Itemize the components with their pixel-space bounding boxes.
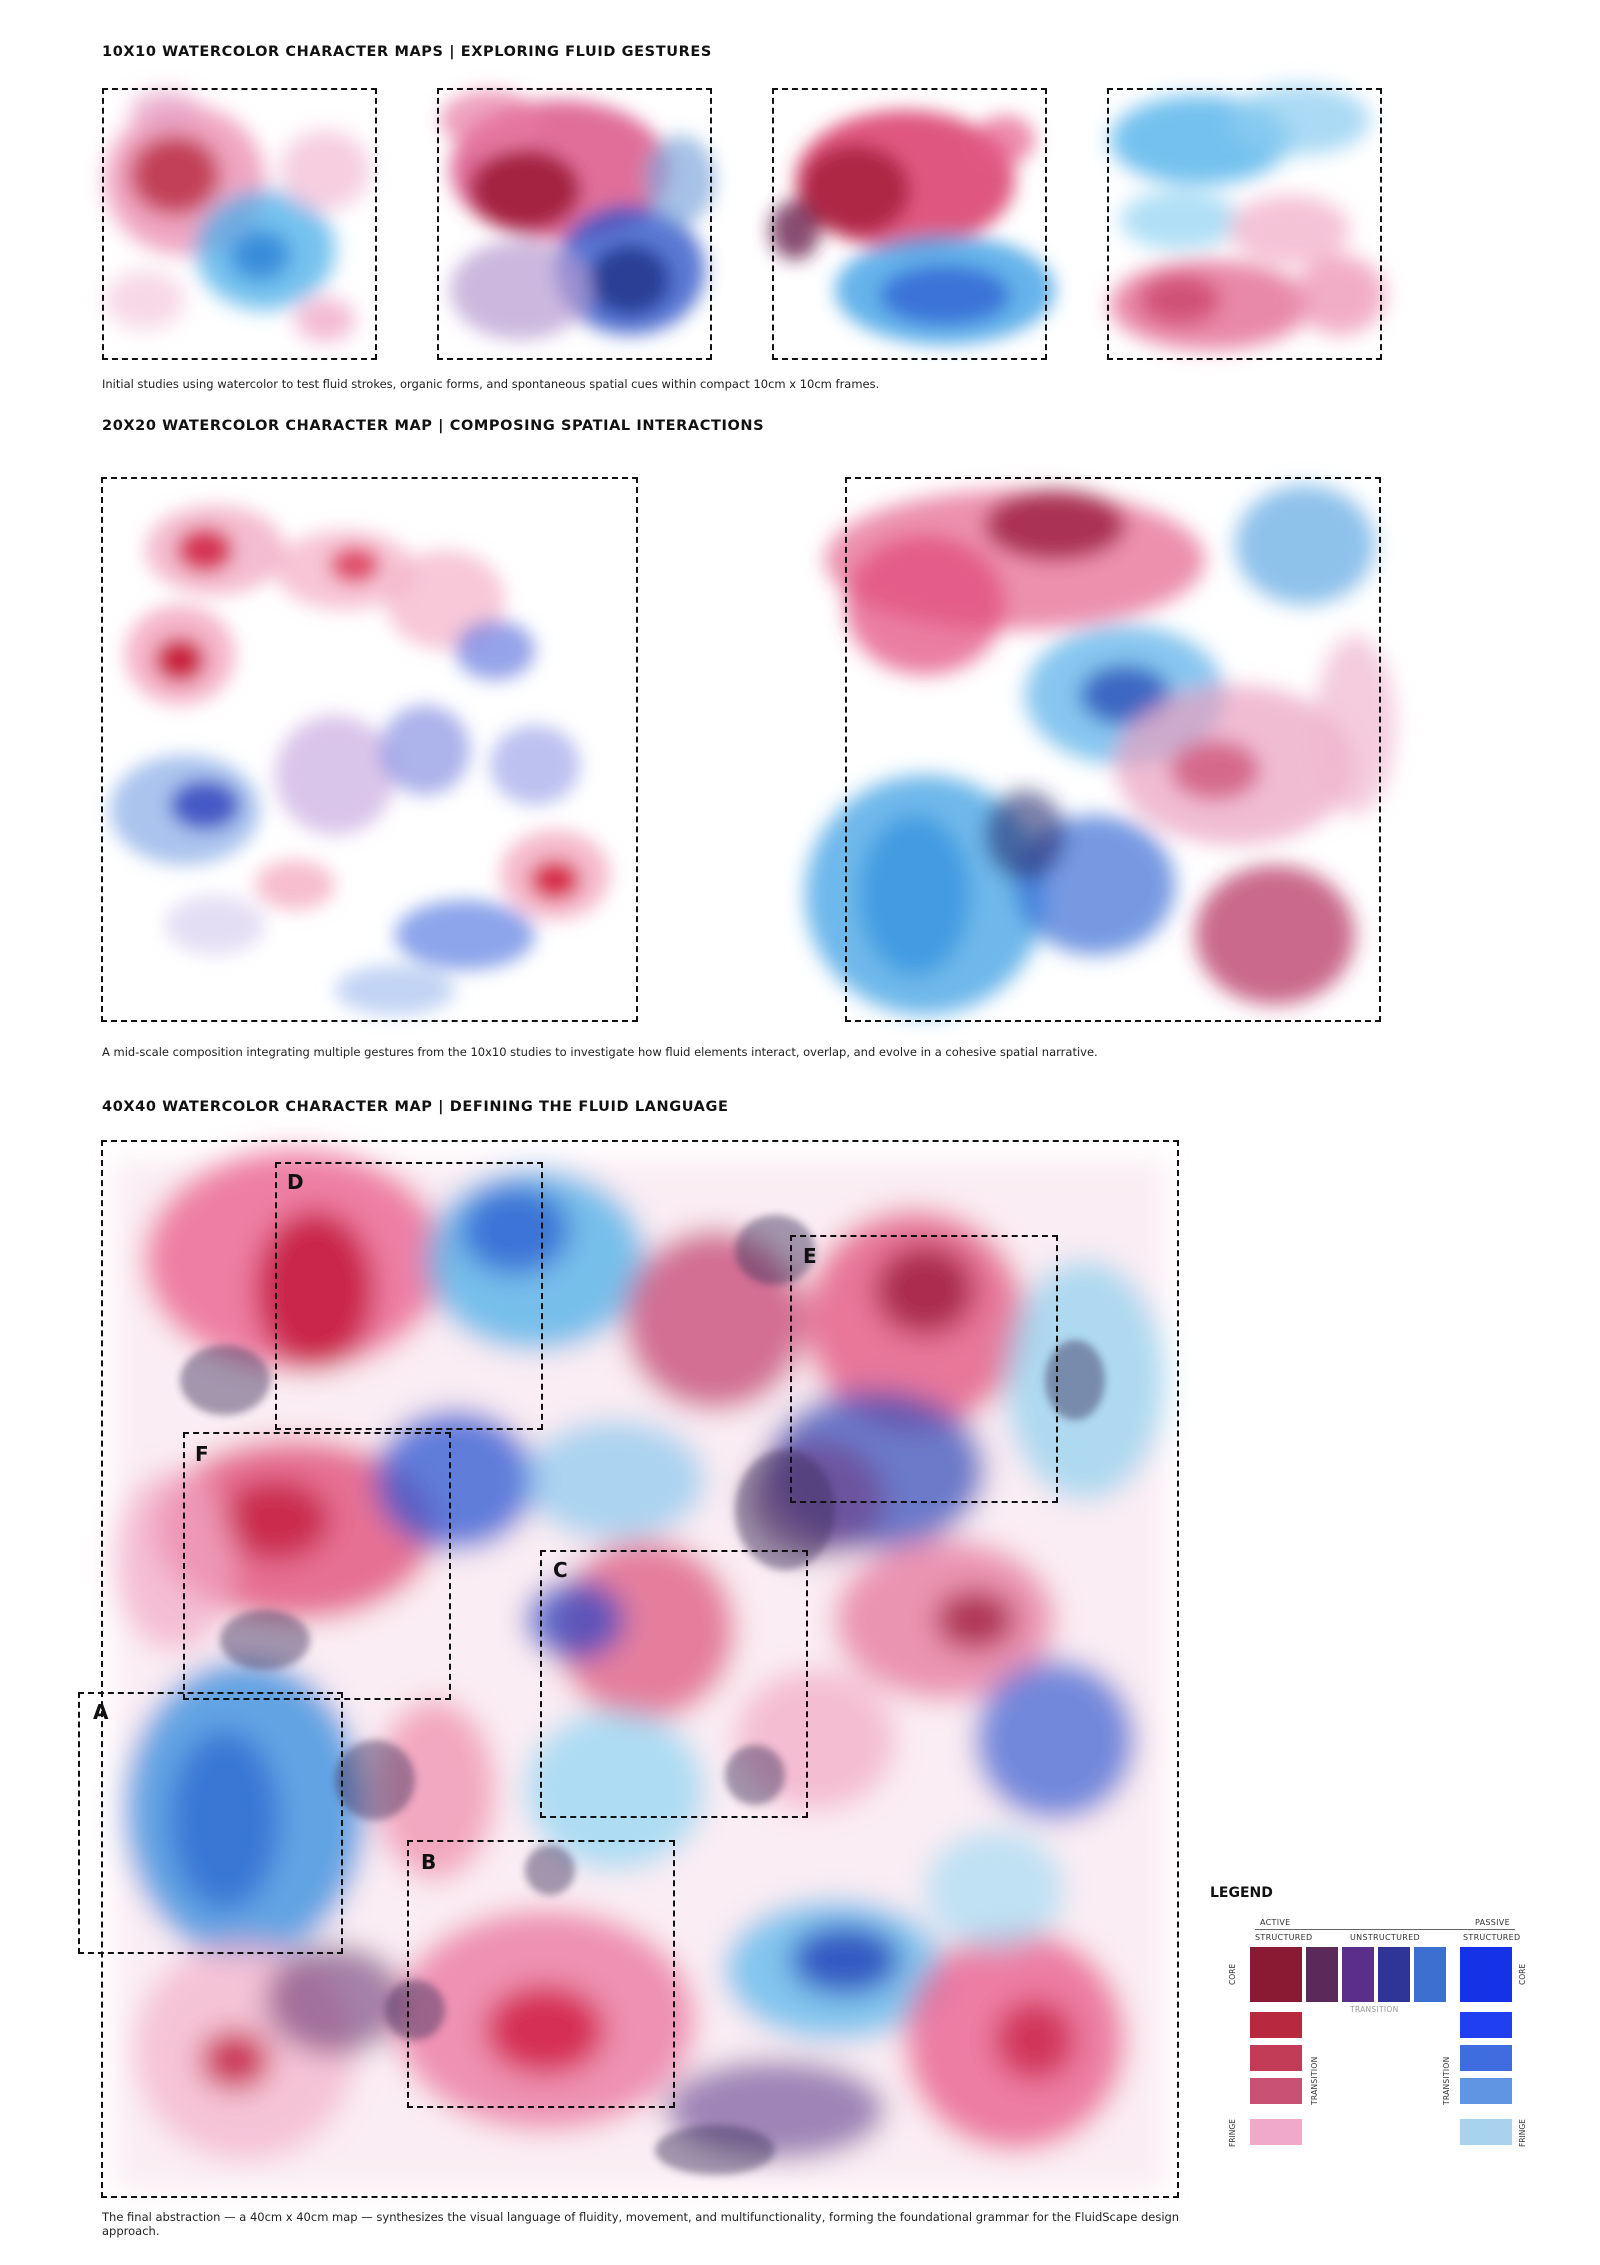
zone-c[interactable] xyxy=(540,1550,808,1818)
swatch-right-2 xyxy=(1460,2045,1512,2071)
study-10x10-3 xyxy=(765,80,1055,365)
watercolor-artwork xyxy=(115,1150,1165,2190)
swatch-left-1 xyxy=(1250,2012,1302,2038)
zone-a[interactable] xyxy=(78,1692,343,1954)
section-caption-10x10: Initial studies using watercolor to test… xyxy=(102,377,880,391)
swatch-core-3 xyxy=(1342,1947,1374,2002)
section-heading-10x10: 10X10 WATERCOLOR CHARACTER MAPS | EXPLOR… xyxy=(102,44,712,60)
frame-outline xyxy=(845,477,1381,1022)
swatch-left-4 xyxy=(1250,2119,1302,2145)
frame-outline xyxy=(101,1140,1179,2198)
swatch-core-2 xyxy=(1306,1947,1338,2002)
zone-c-label: C xyxy=(553,1558,568,1582)
legend-transition-center: TRANSITION xyxy=(1350,2005,1399,2014)
section-caption-40x40: The final abstraction — a 40cm x 40cm ma… xyxy=(102,2210,1180,2238)
study-10x10-4 xyxy=(1100,80,1390,365)
swatch-core-6 xyxy=(1460,1947,1512,2002)
legend: LEGEND ACTIVE PASSIVE STRUCTURED UNSTRUC… xyxy=(1210,1885,1540,2147)
zone-b[interactable] xyxy=(407,1840,675,2108)
swatch-left-3 xyxy=(1250,2078,1302,2104)
legend-transition-left: TRANSITION xyxy=(1310,2056,1319,2105)
section-heading-20x20: 20X20 WATERCOLOR CHARACTER MAP | COMPOSI… xyxy=(102,418,765,434)
legend-fringe-right: FRINGE xyxy=(1518,2119,1527,2147)
watercolor-artwork xyxy=(770,110,1055,345)
swatch-core-1 xyxy=(1250,1947,1302,2002)
watercolor-artwork xyxy=(805,485,1395,1015)
swatch-right-1 xyxy=(1460,2012,1512,2038)
legend-structured-left: STRUCTURED xyxy=(1255,1933,1313,1942)
zone-e-label: E xyxy=(803,1244,817,1268)
legend-passive-label: PASSIVE xyxy=(1475,1918,1510,1927)
section-heading-40x40: 40X40 WATERCOLOR CHARACTER MAP | DEFININ… xyxy=(102,1099,729,1115)
study-20x20-2 xyxy=(795,465,1405,1030)
legend-core-right: CORE xyxy=(1518,1963,1527,1985)
zone-d[interactable] xyxy=(275,1162,543,1430)
legend-unstructured: UNSTRUCTURED xyxy=(1350,1933,1420,1942)
frame-outline xyxy=(101,477,638,1022)
swatch-right-4 xyxy=(1460,2119,1512,2145)
swatch-left-2 xyxy=(1250,2045,1302,2071)
zone-f-label: F xyxy=(195,1442,209,1466)
legend-active-label: ACTIVE xyxy=(1260,1918,1291,1927)
watercolor-artwork xyxy=(105,90,370,342)
legend-core-left: CORE xyxy=(1228,1963,1237,1985)
swatch-core-5 xyxy=(1414,1947,1446,2002)
zone-f[interactable] xyxy=(183,1432,451,1700)
legend-transition-right: TRANSITION xyxy=(1442,2056,1451,2105)
study-20x20-1 xyxy=(95,455,645,1030)
watercolor-artwork xyxy=(110,505,610,1015)
frame-outline xyxy=(1107,88,1382,360)
swatch-core-4 xyxy=(1378,1947,1410,2002)
zone-e[interactable] xyxy=(790,1235,1058,1503)
frame-outline xyxy=(437,88,712,360)
frame-outline xyxy=(102,88,377,360)
watercolor-artwork xyxy=(1110,85,1385,350)
zone-b-label: B xyxy=(421,1850,437,1874)
zone-a-label: A xyxy=(93,1700,109,1724)
swatch-right-3 xyxy=(1460,2078,1512,2104)
map-40x40: A B C D E F xyxy=(78,1140,1185,2200)
zone-d-label: D xyxy=(287,1170,304,1194)
study-10x10-2 xyxy=(430,80,720,365)
legend-structured-right: STRUCTURED xyxy=(1463,1933,1521,1942)
divider xyxy=(1255,1929,1515,1930)
watercolor-artwork xyxy=(440,90,715,340)
legend-title: LEGEND xyxy=(1210,1885,1273,1901)
legend-fringe-left: FRINGE xyxy=(1228,2119,1237,2147)
section-caption-20x20: A mid-scale composition integrating mult… xyxy=(102,1045,1098,1059)
study-10x10-1 xyxy=(95,80,385,365)
frame-outline xyxy=(772,88,1047,360)
